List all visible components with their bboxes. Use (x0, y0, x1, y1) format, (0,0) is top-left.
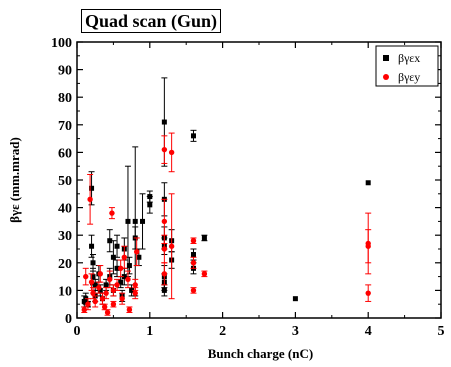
data-point-y (99, 295, 106, 302)
x-tick-label: 4 (365, 324, 372, 339)
data-point-y (110, 287, 117, 294)
legend-marker (383, 74, 389, 80)
data-point-y (190, 287, 197, 294)
data-point-x (118, 279, 124, 285)
data-point-x (140, 218, 146, 224)
data-point-y (365, 243, 371, 249)
data-point-y (103, 290, 109, 296)
data-point-y (365, 290, 371, 296)
data-point-y (114, 282, 120, 288)
x-axis-label: Bunch charge (nC) (207, 346, 314, 361)
data-point-y (90, 290, 96, 296)
data-point-x (147, 194, 153, 200)
data-point-x (292, 296, 298, 302)
data-point-y (107, 276, 113, 283)
data-point-y (119, 295, 125, 302)
x-tick-label: 0 (74, 324, 81, 339)
data-point-x (190, 133, 196, 139)
data-point-x (161, 287, 167, 293)
y-tick-label: 50 (58, 174, 72, 189)
y-tick-label: 30 (58, 229, 72, 244)
data-point-y (92, 298, 98, 305)
data-point-y (168, 243, 175, 249)
data-point-x (132, 218, 138, 224)
y-axis-label: βγε (mm.mrad) (7, 137, 22, 223)
legend-marker (383, 55, 389, 61)
data-point-y (161, 271, 168, 277)
legend-label: βγεy (398, 70, 420, 84)
y-tick-label: 10 (58, 284, 72, 299)
data-point-x (114, 265, 120, 271)
data-point-y (85, 301, 91, 307)
data-point-y (132, 282, 138, 288)
data-point-x (136, 254, 142, 260)
data-point-x (110, 254, 116, 260)
data-point-x (161, 119, 167, 125)
data-point-x (365, 180, 371, 186)
data-point-y (168, 149, 175, 156)
data-point-y (121, 254, 128, 260)
data-point-y (97, 271, 103, 277)
data-point-x (107, 238, 113, 244)
legend-label: βγεx (398, 51, 420, 65)
data-point-y (117, 265, 124, 272)
x-tick-label: 3 (292, 324, 299, 339)
data-point-x (81, 298, 87, 304)
data-point-y (161, 246, 168, 252)
data-point-x (89, 243, 95, 249)
x-tick-label: 2 (219, 324, 226, 339)
data-point-x (125, 218, 131, 224)
x-tick-label: 5 (438, 324, 445, 339)
data-point-x (147, 202, 153, 208)
data-point-x (97, 287, 103, 293)
data-point-x (89, 185, 95, 191)
data-point-x (190, 252, 196, 258)
data-point-y (132, 290, 138, 296)
data-point-y (126, 307, 133, 313)
data-point-y (87, 196, 93, 203)
y-tick-label: 70 (58, 119, 72, 134)
data-point-y (133, 249, 140, 255)
y-tick-label: 0 (65, 312, 72, 327)
data-point-x (92, 282, 98, 288)
data-point-y (161, 146, 168, 153)
data-point-y (201, 271, 208, 277)
y-tick-label: 100 (51, 36, 72, 51)
data-point-x (201, 235, 207, 241)
data-point-y (190, 238, 197, 244)
chart-title: Quad scan (Gun) (81, 9, 222, 33)
data-point-y (83, 273, 89, 280)
data-point-y (101, 304, 108, 310)
x-tick-label: 1 (146, 324, 153, 339)
data-point-y (110, 301, 117, 307)
data-point-y (81, 307, 87, 313)
data-point-x (90, 274, 96, 280)
y-tick-label: 60 (58, 146, 72, 161)
y-tick-label: 20 (58, 257, 72, 272)
data-point-x (90, 260, 96, 266)
data-point-y (104, 309, 111, 316)
data-point-y (125, 276, 131, 283)
data-point-x (114, 243, 120, 249)
y-tick-label: 90 (58, 64, 72, 79)
y-tick-label: 80 (58, 91, 72, 106)
data-point-x (126, 263, 132, 269)
data-point-y (161, 218, 168, 225)
y-tick-label: 40 (58, 202, 72, 217)
data-point-y (88, 279, 95, 285)
data-point-x (103, 282, 109, 288)
data-point-y (96, 284, 102, 291)
data-point-y (109, 210, 115, 216)
data-point-x (129, 287, 135, 293)
data-point-x (121, 274, 127, 280)
data-point-y (190, 260, 197, 266)
